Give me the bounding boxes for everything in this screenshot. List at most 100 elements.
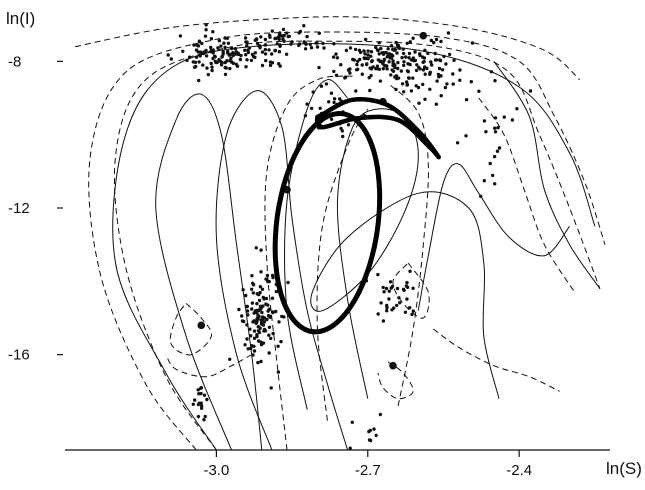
y-tick-label: -12 [8,200,30,217]
data-point [405,285,410,289]
data-point [376,48,380,53]
y-tick-label: -8 [8,53,21,70]
data-point [268,35,272,39]
data-point [372,427,376,431]
data-point [204,54,209,58]
data-point [464,134,468,138]
data-point [445,82,449,86]
data-point [353,47,358,52]
data-point [455,141,460,145]
limit-cycle-figure-eight [314,97,441,160]
data-point [493,126,497,130]
data-point [248,327,252,331]
data-point [470,41,475,45]
data-point [256,325,260,329]
data-point [255,333,259,337]
x-tick-label: -2.4 [506,462,532,479]
data-point [319,84,324,88]
data-point [382,290,386,294]
data-point [264,58,268,63]
data-point [423,72,427,76]
data-point [259,35,263,39]
data-point [411,56,415,60]
data-point [396,44,401,48]
data-point [437,66,442,71]
data-point [260,287,265,291]
data-point [267,333,271,337]
data-point [249,58,254,63]
data-point [417,101,421,105]
data-point [360,72,364,76]
data-point [279,339,283,344]
data-point [387,297,391,301]
data-point [400,82,405,86]
data-point [253,51,257,55]
data-point [439,94,443,98]
data-point [252,344,256,348]
data-point [263,37,268,42]
x-tick-label: -2.7 [355,462,381,479]
data-point [219,44,223,48]
dashed-trajectory-8 [165,354,252,378]
data-point [502,115,506,119]
data-point [348,71,352,75]
data-point [261,304,265,308]
solid-trajectory-0 [112,43,596,450]
data-point [244,53,248,57]
data-point [402,63,406,68]
data-point [250,52,255,57]
data-point [394,40,398,45]
data-point [196,414,201,419]
data-point [178,34,183,38]
data-point [270,29,274,33]
data-point [401,90,406,94]
data-point [281,27,286,32]
data-point [482,179,486,183]
data-point [458,78,462,83]
data-point [332,97,337,101]
data-point [224,66,228,70]
data-point [497,146,502,150]
limit-cycle-ellipse [272,110,383,335]
data-point [384,64,388,68]
data-point [243,48,247,52]
data-point [378,59,382,63]
solid-trajectory-6 [493,61,601,289]
data-point [260,50,265,54]
data-point [423,97,427,102]
data-point [405,80,409,84]
data-point [348,446,352,450]
data-point [226,49,230,54]
data-point [238,57,243,62]
data-point [324,82,329,86]
data-point [435,79,439,83]
data-point [374,45,378,50]
data-point [368,66,372,70]
x-axis: -3.0 -2.7 -2.4 [65,449,610,479]
data-point [408,62,412,67]
data-point [401,287,406,291]
data-point [260,310,264,315]
data-point [398,301,402,305]
data-point [193,398,197,402]
data-point [347,67,351,72]
data-point [271,331,275,336]
data-point [365,62,369,66]
data-point [264,296,269,301]
data-point [395,286,400,291]
data-point [201,63,205,67]
data-point [339,62,343,67]
data-point [245,337,249,341]
data-point [213,59,217,63]
data-point [197,60,201,64]
data-point [399,69,403,73]
data-point [495,149,500,153]
data-point [282,39,286,43]
data-point [366,49,370,53]
data-point [203,414,207,419]
data-point [510,118,515,122]
data-point [366,53,370,57]
data-point [403,310,408,314]
data-point [358,50,363,55]
